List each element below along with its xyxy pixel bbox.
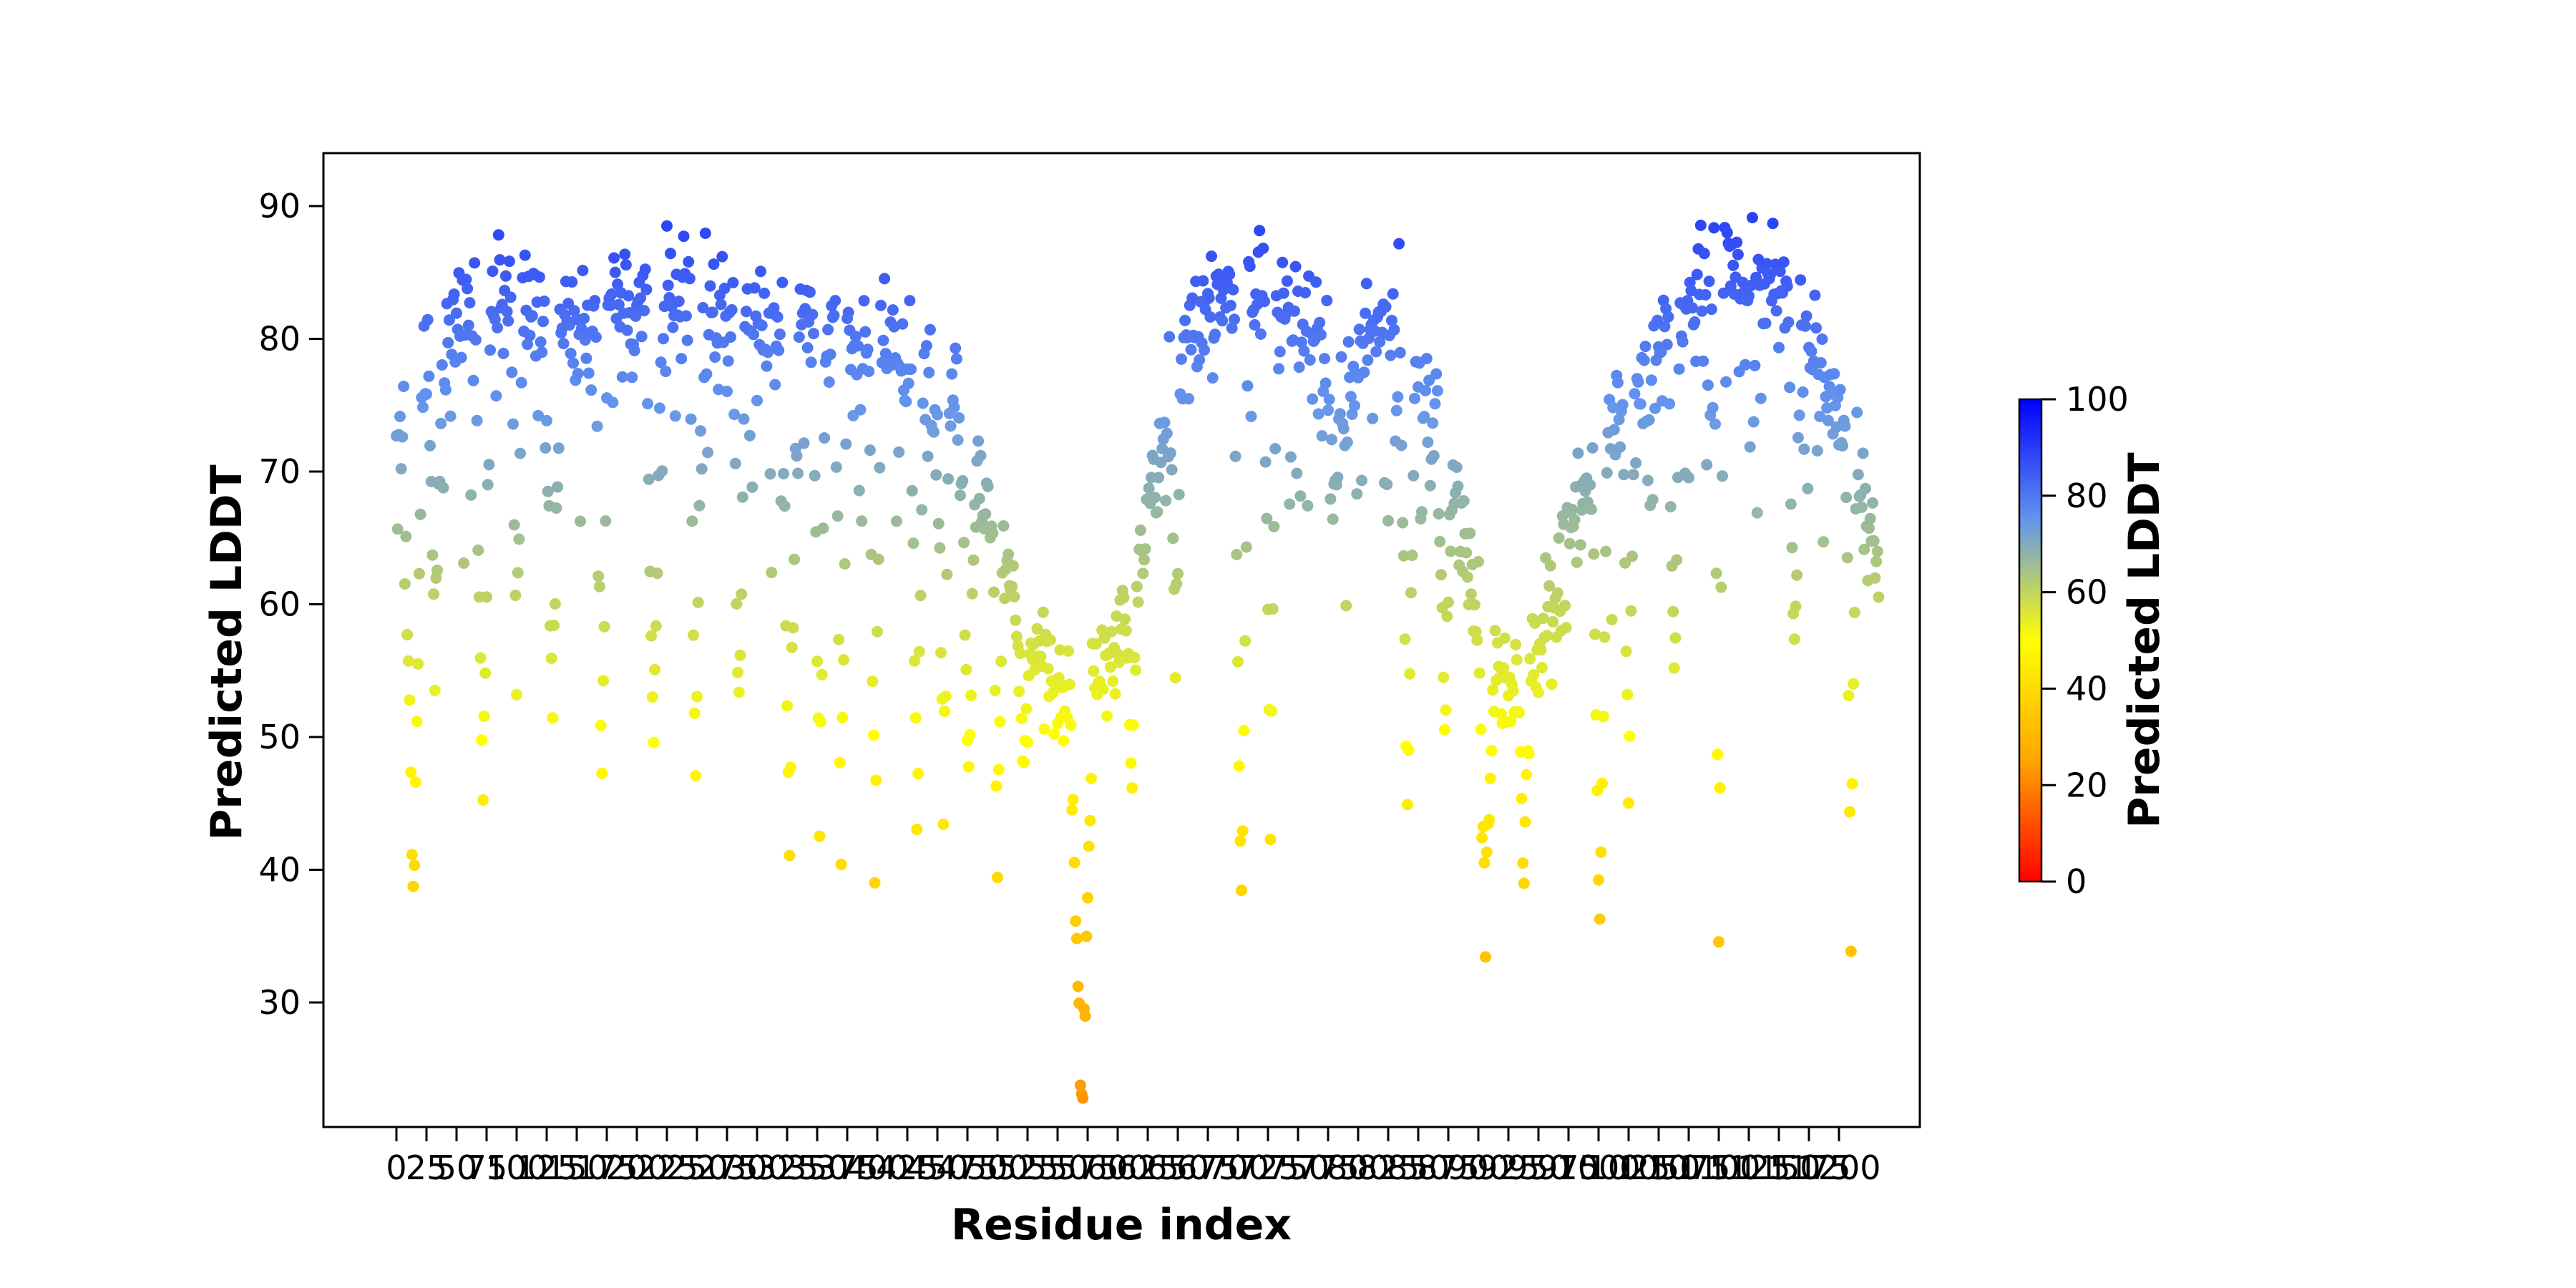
- x-tick-label: 1075: [1646, 1148, 1730, 1187]
- x-tick-label: 175: [575, 1148, 638, 1187]
- x-tick-label: 875: [1417, 1148, 1480, 1187]
- y-axis: 30 40 50 60 70 80 90: [258, 187, 323, 1022]
- x-tick-label: 900: [1447, 1148, 1510, 1187]
- x-tick-label: 1100: [1677, 1148, 1760, 1187]
- x-tick-label: 475: [936, 1148, 999, 1187]
- x-tick-label: 1175: [1767, 1148, 1850, 1187]
- x-tick-label: 575: [1056, 1148, 1119, 1187]
- colorbar-tick-label: 60: [2066, 573, 2108, 612]
- y-axis-label: Predicted LDDT: [202, 464, 252, 841]
- x-tick-label: 400: [846, 1148, 909, 1187]
- x-tick-label: 325: [756, 1148, 819, 1187]
- x-tick-label: 425: [876, 1148, 939, 1187]
- y-tick-label: 60: [258, 585, 301, 624]
- colorbar-tick-label: 80: [2066, 477, 2108, 515]
- colorbar-tick-label: 40: [2066, 670, 2108, 708]
- x-tick-label: 825: [1357, 1148, 1420, 1187]
- x-tick-label: 275: [696, 1148, 758, 1187]
- x-tick-label: 225: [635, 1148, 698, 1187]
- x-tick-label: 1200: [1797, 1148, 1880, 1187]
- x-tick-label: 300: [726, 1148, 789, 1187]
- x-tick-label: 500: [966, 1148, 1029, 1187]
- x-tick-label: 750: [1267, 1148, 1330, 1187]
- x-tick-label: 250: [665, 1148, 728, 1187]
- x-tick-label: 75: [466, 1148, 508, 1187]
- scatter-points: [391, 212, 1885, 1104]
- x-tick-label: 375: [816, 1148, 879, 1187]
- colorbar-gradient: [2018, 398, 2043, 883]
- x-tick-label: 850: [1387, 1148, 1450, 1187]
- x-tick-label: 700: [1206, 1148, 1269, 1187]
- x-tick-label: 100: [485, 1148, 548, 1187]
- x-tick-label: 600: [1086, 1148, 1149, 1187]
- x-tick-label: 725: [1236, 1148, 1299, 1187]
- y-tick-label: 90: [258, 187, 301, 225]
- x-tick-label: 50: [436, 1148, 478, 1187]
- plot-spines: [322, 152, 1921, 1128]
- y-tick-label: 50: [258, 718, 301, 756]
- x-tick-label: 450: [906, 1148, 969, 1187]
- x-tick-label: 1150: [1737, 1148, 1820, 1187]
- x-axis-label: Residue index: [950, 1200, 1292, 1250]
- x-tick-label: 625: [1116, 1148, 1179, 1187]
- y-tick-label: 70: [258, 452, 301, 491]
- y-tick-label: 30: [258, 983, 301, 1022]
- x-tick-label: 150: [545, 1148, 608, 1187]
- x-tick-label: 525: [996, 1148, 1059, 1187]
- x-tick-label: 200: [605, 1148, 668, 1187]
- x-tick-label: 1000: [1556, 1148, 1640, 1187]
- x-tick-label: 350: [786, 1148, 849, 1187]
- x-tick-label: 550: [1026, 1148, 1089, 1187]
- colorbar-tick-label: 100: [2066, 380, 2129, 419]
- x-tick-label: 1125: [1707, 1148, 1790, 1187]
- x-tick-label: 975: [1537, 1148, 1600, 1187]
- x-tick-label: 675: [1176, 1148, 1239, 1187]
- x-tick-label: 800: [1327, 1148, 1390, 1187]
- colorbar-tick-label: 20: [2066, 766, 2108, 804]
- x-tick-label: 1025: [1586, 1148, 1670, 1187]
- x-tick-label: 950: [1507, 1148, 1570, 1187]
- colorbar: 0 20 40 60 80 100: [2018, 380, 2129, 901]
- x-axis: 0255075100125150175200225250275300325350…: [386, 1127, 1881, 1187]
- colorbar-label: Predicted LDDT: [2119, 452, 2170, 829]
- x-tick-label: 650: [1146, 1148, 1209, 1187]
- y-tick-label: 80: [258, 320, 301, 358]
- x-tick-label: 1050: [1616, 1148, 1700, 1187]
- x-tick-label: 0: [386, 1148, 406, 1187]
- x-tick-label: 125: [515, 1148, 578, 1187]
- x-tick-label: 25: [406, 1148, 448, 1187]
- x-tick-label: 775: [1297, 1148, 1360, 1187]
- x-tick-label: 925: [1477, 1148, 1540, 1187]
- colorbar-tick-label: 0: [2066, 862, 2087, 901]
- y-tick-label: 40: [258, 851, 301, 889]
